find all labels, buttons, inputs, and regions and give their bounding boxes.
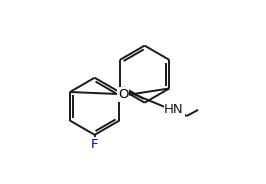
Text: O: O — [118, 88, 128, 101]
Text: F: F — [91, 138, 98, 151]
Text: HN: HN — [164, 103, 184, 116]
